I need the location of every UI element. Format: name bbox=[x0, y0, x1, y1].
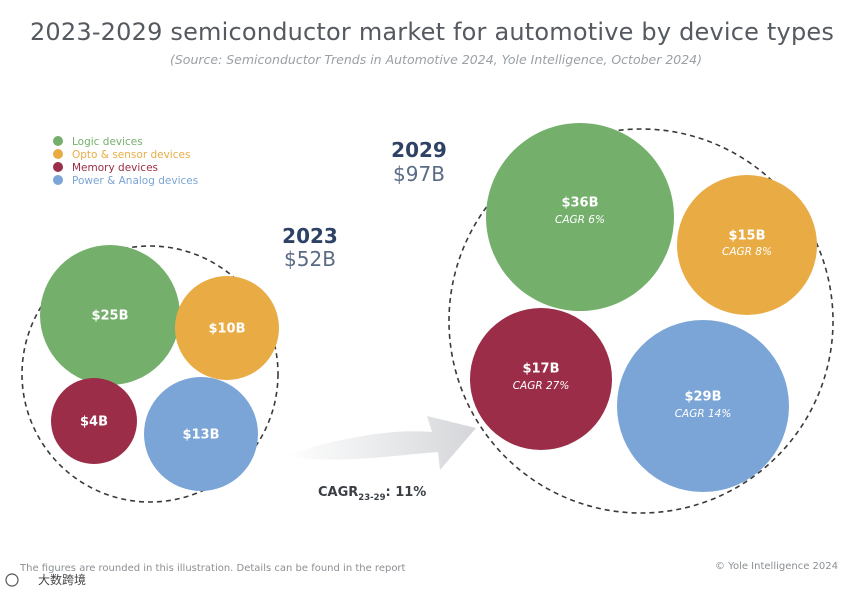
chart-subtitle: (Source: Semiconductor Trends in Automot… bbox=[170, 52, 702, 67]
legend-marker-opto bbox=[53, 149, 63, 159]
bubble-2029-logic-cagr: CAGR 6% bbox=[555, 214, 605, 226]
bubble-2029-logic bbox=[486, 123, 674, 311]
group-2023-total: $52B bbox=[284, 247, 336, 271]
group-2023: 2023 $52B $25B $10B $4B $13B bbox=[21, 224, 338, 503]
legend: Logic devices Opto & sensor devices Memo… bbox=[53, 136, 198, 187]
bubble-2029-power bbox=[617, 320, 789, 492]
bubble-2029-power-cagr: CAGR 14% bbox=[675, 408, 732, 420]
overall-cagr-label: CAGR bbox=[318, 485, 358, 500]
legend-label-logic: Logic devices bbox=[72, 136, 143, 148]
bubble-2023-power bbox=[144, 377, 258, 491]
legend-marker-memory bbox=[53, 162, 63, 172]
bubble-2023-logic-value: $25B bbox=[91, 309, 128, 324]
bubble-2023-opto bbox=[175, 276, 279, 380]
group-2029-year: 2029 bbox=[391, 138, 447, 162]
bubble-2029-memory-cagr: CAGR 27% bbox=[513, 380, 570, 392]
legend-marker-power bbox=[53, 175, 63, 185]
chart-title: 2023-2029 semiconductor market for autom… bbox=[30, 18, 834, 46]
legend-label-opto: Opto & sensor devices bbox=[72, 149, 190, 161]
bubble-2023-opto-value: $10B bbox=[208, 322, 245, 337]
bubble-2023-logic bbox=[40, 245, 180, 385]
bubble-2029-opto-cagr: CAGR 8% bbox=[722, 246, 772, 258]
overall-cagr: CAGR23-29: 11% bbox=[318, 485, 426, 503]
bubble-2029-memory bbox=[470, 308, 612, 450]
legend-label-memory: Memory devices bbox=[72, 162, 158, 174]
overall-cagr-text: CAGR23-29: 11% bbox=[318, 485, 426, 503]
group-2029-boundary bbox=[448, 128, 834, 514]
overall-cagr-subscript: 23-29 bbox=[358, 493, 385, 503]
growth-arrow bbox=[285, 416, 476, 470]
overall-cagr-value: : 11% bbox=[385, 485, 426, 500]
legend-marker-logic bbox=[53, 136, 63, 146]
legend-label-power: Power & Analog devices bbox=[72, 175, 198, 187]
group-2029: 2029 $97B $36B CAGR 6% $15B CAGR 8% $17B… bbox=[391, 123, 834, 514]
bubble-2029-power-value: $29B bbox=[684, 390, 721, 405]
bubble-2029-opto bbox=[677, 175, 817, 315]
group-2023-year: 2023 bbox=[282, 224, 338, 248]
bubble-2023-memory-value: $4B bbox=[80, 415, 108, 430]
bubble-2023-power-value: $13B bbox=[182, 428, 219, 443]
copyright: © Yole Intelligence 2024 bbox=[715, 561, 838, 572]
watermark-icon bbox=[5, 573, 19, 587]
group-2029-total: $97B bbox=[393, 162, 445, 186]
bubble-2029-logic-value: $36B bbox=[561, 196, 598, 211]
footnote: The figures are rounded in this illustra… bbox=[19, 563, 406, 574]
bubble-2029-opto-value: $15B bbox=[728, 229, 765, 244]
bubble-2023-memory bbox=[51, 378, 137, 464]
group-2023-boundary bbox=[21, 245, 279, 503]
bubble-2029-memory-value: $17B bbox=[522, 362, 559, 377]
watermark: 大数跨境 bbox=[5, 572, 86, 587]
watermark-text: 大数跨境 bbox=[38, 572, 86, 587]
